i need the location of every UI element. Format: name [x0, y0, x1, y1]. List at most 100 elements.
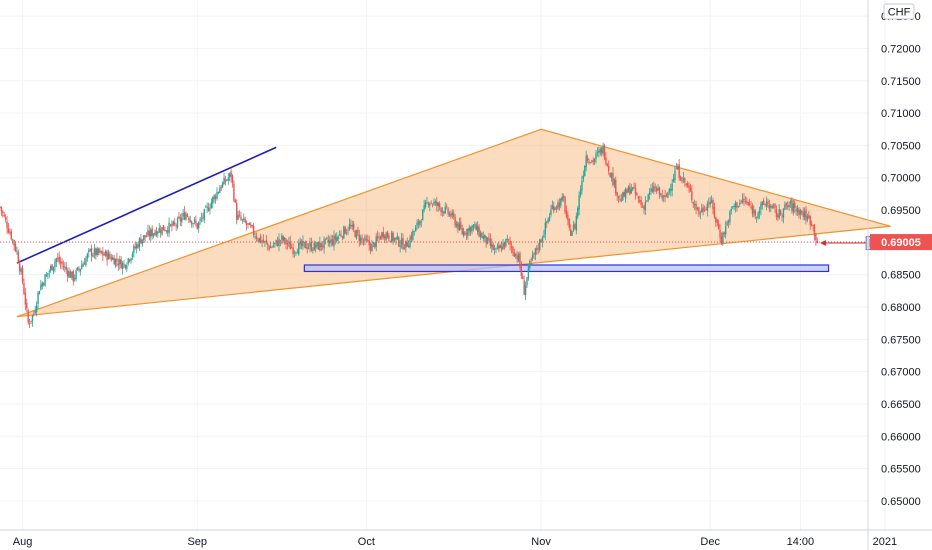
candle-body — [286, 243, 289, 245]
candle-body — [699, 213, 702, 215]
candle-body — [269, 247, 272, 249]
candle-body — [500, 246, 503, 251]
candle-body — [702, 207, 704, 212]
candle-body — [453, 213, 455, 217]
candle-body — [123, 264, 125, 265]
candle-body — [648, 192, 651, 195]
candle-body — [736, 202, 738, 209]
candle-body — [145, 236, 148, 238]
candle-body — [3, 214, 5, 217]
candle-body — [646, 200, 648, 202]
candle-body — [516, 255, 518, 260]
candle-body — [705, 209, 707, 211]
candle-body — [746, 201, 748, 203]
candle-body — [806, 215, 809, 220]
candle-body — [429, 203, 431, 206]
candle-body — [719, 229, 721, 238]
candle-body — [493, 248, 496, 250]
candle-body — [434, 201, 437, 204]
candle-body — [558, 202, 561, 208]
candle-body — [710, 200, 713, 203]
candle-body — [416, 222, 418, 226]
candle-body — [509, 240, 511, 245]
candle-body — [461, 228, 463, 234]
candle-body — [334, 235, 337, 240]
candle-body — [26, 303, 28, 309]
candle-body — [276, 240, 279, 247]
candle-body — [79, 268, 82, 272]
channel-trendline — [16, 146, 277, 264]
candle-body — [104, 251, 107, 256]
candle-body — [674, 170, 676, 180]
candle-body — [86, 253, 89, 259]
candle-body — [603, 145, 606, 159]
candle-body — [329, 240, 331, 244]
candle-body — [424, 202, 427, 207]
candle-body — [503, 242, 506, 248]
candle-body — [303, 241, 306, 243]
candle-body — [202, 216, 204, 218]
y-tick-label: 0.70000 — [881, 173, 921, 185]
candle-body — [228, 173, 231, 177]
candle-body — [368, 240, 370, 246]
candle-body — [543, 235, 545, 238]
candle-body — [196, 223, 198, 229]
candle-body — [134, 246, 136, 249]
candle-body — [595, 153, 597, 159]
candle-body — [602, 145, 604, 153]
candle-body — [512, 246, 514, 253]
candle-body — [90, 248, 93, 257]
candle-body — [241, 219, 244, 221]
candle-body — [419, 220, 421, 226]
candle-body — [422, 209, 424, 221]
candle-body — [197, 222, 200, 229]
candle-body — [171, 223, 173, 227]
candle-body — [362, 240, 365, 242]
candle-body — [478, 227, 480, 237]
candle-body — [754, 211, 756, 216]
candle-body — [816, 240, 818, 244]
y-tick-label: 0.69500 — [881, 205, 921, 217]
candle-body — [565, 210, 568, 217]
candle-body — [584, 165, 586, 177]
y-tick-label: 0.66000 — [881, 431, 921, 443]
candle-body — [16, 251, 18, 252]
candle-body — [58, 256, 60, 263]
candle-body — [627, 186, 630, 193]
candle-body — [365, 239, 368, 240]
candle-body — [382, 231, 384, 238]
candle-body — [337, 236, 339, 240]
candle-body — [182, 213, 184, 217]
candle-body — [413, 231, 415, 232]
candle-body — [577, 207, 579, 217]
candle-body — [591, 160, 593, 162]
candle-body — [682, 177, 685, 180]
candle-body — [395, 237, 397, 240]
candle-body — [544, 222, 547, 235]
candle-body — [613, 179, 616, 186]
candle-body — [600, 147, 603, 154]
candle-body — [143, 235, 145, 241]
candle-body — [247, 223, 249, 225]
candle-body — [488, 237, 490, 240]
candle-body — [753, 209, 755, 214]
candle-body — [69, 271, 72, 278]
candle-body — [165, 230, 167, 232]
candle-body — [107, 252, 110, 260]
candle-body — [81, 265, 83, 269]
candle-body — [737, 206, 740, 208]
candle-body — [147, 230, 149, 236]
candle-body — [440, 207, 442, 213]
candle-body — [275, 239, 277, 243]
candle-body — [454, 217, 456, 226]
candle-body — [447, 208, 449, 214]
candle-body — [802, 212, 804, 217]
candle-body — [227, 177, 229, 181]
candle-body — [282, 236, 284, 241]
candle-body — [732, 206, 734, 208]
candle-body — [723, 232, 725, 234]
candle-body — [624, 188, 627, 199]
candle-body — [96, 248, 98, 256]
